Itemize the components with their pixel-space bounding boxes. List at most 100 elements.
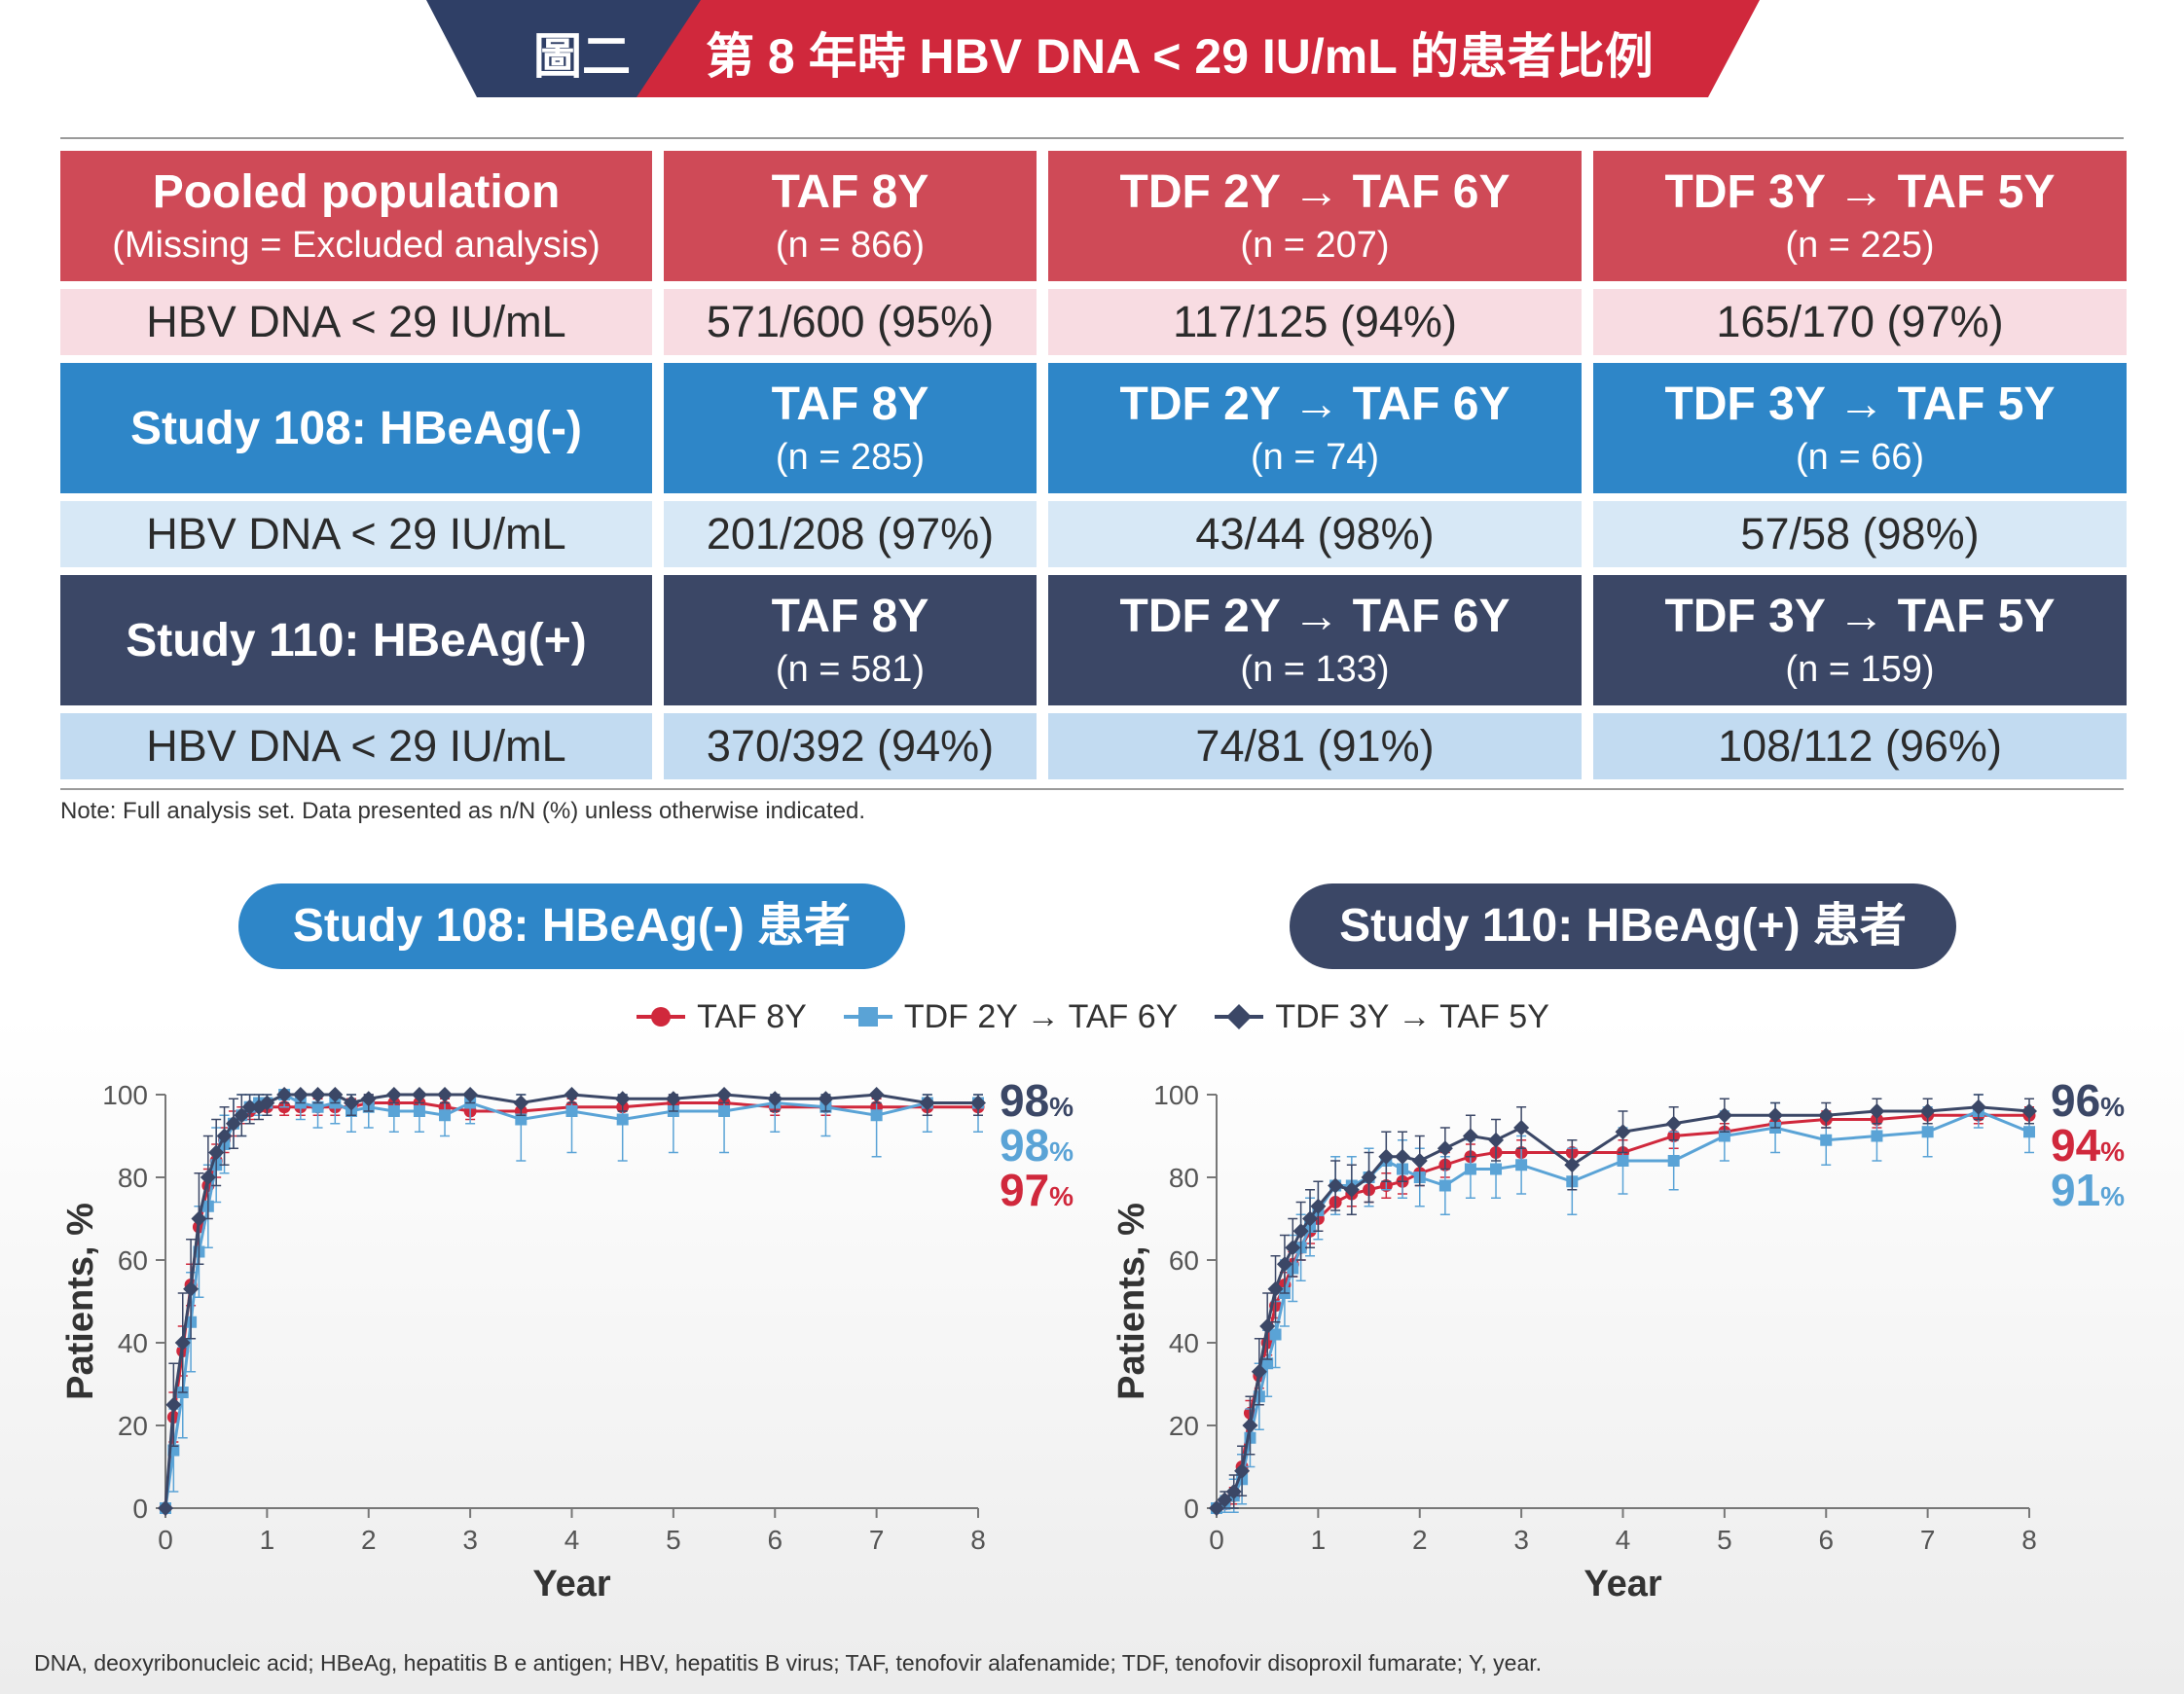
data-point: [818, 1091, 834, 1107]
result-cell: 571/600 (95%): [664, 289, 1037, 355]
x-tick-label: 0: [1209, 1525, 1224, 1555]
data-point: [1438, 1179, 1451, 1192]
result-cell: 43/44 (98%): [1048, 501, 1582, 567]
y-tick-label: 0: [1183, 1494, 1199, 1524]
result-cell: 108/112 (96%): [1593, 713, 2127, 779]
data-point: [1411, 1153, 1428, 1169]
study108-title: Study 108: HBeAg(-): [129, 402, 583, 454]
x-tick-label: 5: [1717, 1525, 1732, 1555]
series-line: [164, 1093, 978, 1509]
arm-name: TDF 3Y → TAF 5Y: [1664, 378, 2056, 430]
arm-header-cell: TDF 3Y → TAF 5Y (n = 159): [1593, 575, 2127, 705]
legend-item-tdf2y: TDF 2Y → TAF 6Y: [842, 992, 1179, 1041]
data-point: [1395, 1148, 1411, 1165]
data-point: [1871, 1130, 1883, 1142]
row-label: HBV DNA < 29 IU/mL: [60, 713, 652, 779]
study110-title-cell: Study 110: HBeAg(+): [60, 575, 652, 705]
arm-n: (n = 581): [775, 649, 926, 690]
row-label: HBV DNA < 29 IU/mL: [60, 501, 652, 567]
arm-header-cell: TDF 2Y → TAF 6Y (n = 133): [1048, 575, 1582, 705]
y-axis-label: Patients, %: [1111, 1203, 1152, 1400]
data-point: [513, 1095, 529, 1111]
data-point: [1490, 1163, 1503, 1175]
data-point: [1276, 1256, 1292, 1273]
data-point: [1464, 1163, 1476, 1175]
banner-title: 第 8 年時 HBV DNA < 29 IU/mL 的患者比例: [706, 29, 1654, 84]
data-point: [1217, 1492, 1233, 1508]
legend-label: TDF 2Y → TAF 6Y: [903, 997, 1179, 1035]
end-value-label: 98%: [1000, 1120, 1074, 1171]
pooled-group: Pooled population (Missing = Excluded an…: [60, 151, 2127, 355]
data-point: [165, 1396, 182, 1413]
x-tick-label: 6: [767, 1525, 783, 1555]
data-point: [385, 1087, 402, 1102]
data-point: [767, 1091, 783, 1107]
arm-name: TAF 8Y: [771, 591, 929, 642]
data-point: [1259, 1318, 1276, 1334]
study108-title-cell: Study 108: HBeAg(-): [60, 363, 652, 493]
y-tick-label: 20: [118, 1411, 148, 1441]
data-point: [411, 1087, 427, 1102]
data-point: [1328, 1177, 1344, 1194]
data-point: [1919, 1103, 1936, 1119]
data-point: [1285, 1240, 1301, 1256]
data-point: [1209, 1500, 1224, 1516]
data-point: [1261, 1357, 1274, 1370]
series: [1211, 1094, 2035, 1514]
y-axis-label: Patients, %: [60, 1203, 101, 1400]
data-point: [1225, 1484, 1242, 1499]
x-axis-label: Year: [532, 1564, 611, 1604]
legend-item-tdf3y: TDF 3Y → TAF 5Y: [1213, 992, 1549, 1041]
series-line: [164, 1093, 978, 1509]
arm-n: (n = 66): [1795, 437, 1925, 478]
results-table: Pooled population (Missing = Excluded an…: [60, 151, 2127, 787]
series: [1209, 1094, 2037, 1516]
legend-label: TAF 8Y: [697, 997, 807, 1035]
data-point: [1617, 1155, 1629, 1167]
result-cell: 57/58 (98%): [1593, 501, 2127, 567]
data-point: [387, 1105, 400, 1117]
y-tick-label: 60: [118, 1245, 148, 1276]
data-point: [614, 1091, 631, 1107]
study108-group: Study 108: HBeAg(-) TAF 8Y (n = 285) TDF …: [60, 363, 2127, 567]
arm-header-cell: TDF 3Y → TAF 5Y (n = 66): [1593, 363, 2127, 493]
data-point: [462, 1087, 479, 1102]
data-point: [327, 1087, 344, 1102]
data-point: [564, 1087, 580, 1102]
arm-name: TDF 2Y → TAF 6Y: [1119, 591, 1511, 642]
legend: TAF 8Y TDF 2Y → TAF 6Y TDF 3Y → TAF 5Y: [0, 992, 2184, 1041]
legend-item-taf8y: TAF 8Y: [635, 992, 807, 1041]
data-point: [158, 1500, 173, 1516]
data-point: [1267, 1280, 1284, 1297]
data-point: [360, 1091, 377, 1107]
data-point: [1921, 1126, 1934, 1138]
data-point: [208, 1144, 225, 1161]
arm-name: TDF 2Y → TAF 6Y: [1119, 166, 1511, 218]
table-note: Note: Full analysis set. Data presented …: [60, 798, 866, 824]
table-bottom-rule: [60, 788, 2124, 790]
pooled-header-row: Pooled population (Missing = Excluded an…: [60, 151, 2127, 281]
data-point: [216, 1128, 233, 1144]
arm-header-cell: TAF 8Y (n = 285): [664, 363, 1037, 493]
x-tick-label: 5: [666, 1525, 681, 1555]
data-point: [1818, 1107, 1835, 1124]
end-value-label: 96%: [2051, 1075, 2125, 1126]
pooled-subtitle: (Missing = Excluded analysis): [112, 225, 601, 266]
data-point: [344, 1095, 360, 1111]
data-point: [665, 1091, 681, 1107]
data-point: [616, 1113, 629, 1126]
data-point: [718, 1105, 731, 1117]
data-point: [1820, 1134, 1833, 1146]
study110-header-row: Study 110: HBeAg(+) TAF 8Y (n = 581) TDF …: [60, 575, 2127, 705]
x-tick-label: 1: [260, 1525, 275, 1555]
arm-header-cell: TAF 8Y (n = 581): [664, 575, 1037, 705]
diamond-marker-icon: [1215, 1004, 1264, 1029]
data-point: [716, 1087, 733, 1102]
y-tick-label: 0: [132, 1494, 148, 1524]
x-tick-label: 1: [1311, 1525, 1327, 1555]
x-tick-label: 6: [1818, 1525, 1834, 1555]
row-label: HBV DNA < 29 IU/mL: [60, 289, 652, 355]
result-cell: 165/170 (97%): [1593, 289, 2127, 355]
study110-group: Study 110: HBeAg(+) TAF 8Y (n = 581) TDF …: [60, 575, 2127, 779]
